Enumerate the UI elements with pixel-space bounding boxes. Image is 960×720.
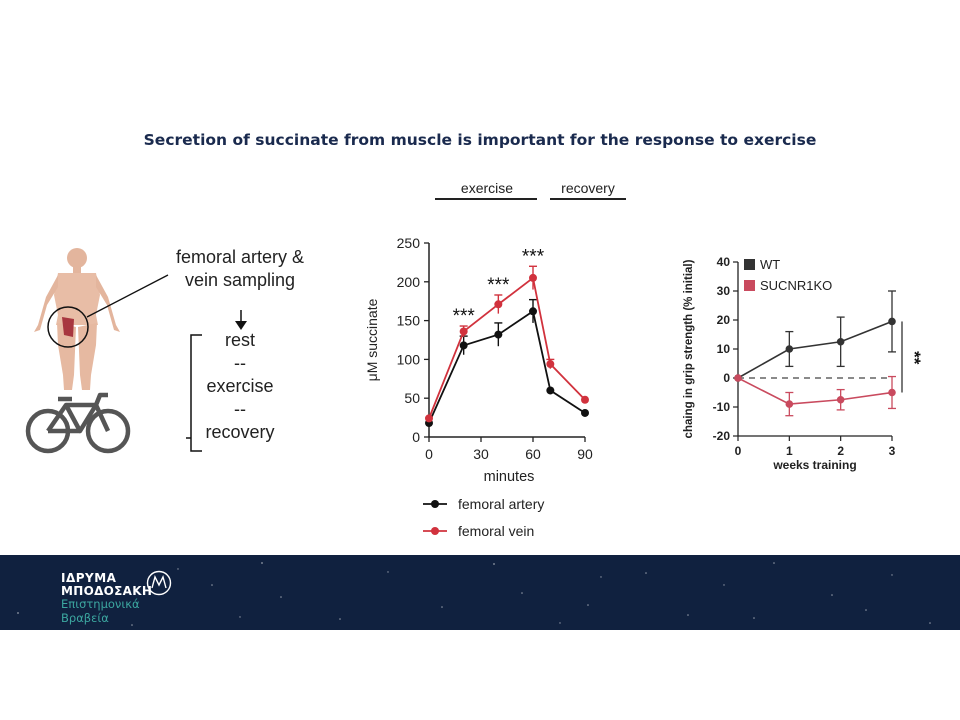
x-tick-label: 30 [473,446,489,462]
pointer-line [86,274,169,318]
data-point [529,273,537,282]
data-point [546,386,555,395]
legend-marker [431,500,439,508]
logo-line3: Επιστημονικά [61,597,140,611]
legend-marker [431,527,439,535]
sampling-label-line2: vein sampling [184,270,296,290]
logo-line2: ΜΠΟΔΟΣΑΚΗ [61,584,153,598]
y-tick-label: 20 [717,313,731,327]
x-tick-label: 2 [837,444,844,458]
logo-line4: Βραβεία [61,611,109,625]
y-tick-label: 40 [717,255,731,269]
significance-marker: *** [487,275,510,296]
data-point [529,307,537,316]
data-point [581,408,589,417]
data-point [785,345,794,353]
sampling-label: femoral artery & vein sampling [160,246,320,292]
x-tick-label: 60 [525,446,541,462]
phase-exercise-label: exercise [460,180,514,196]
y-tick-label: 30 [717,284,731,298]
data-point [459,327,468,336]
data-point [836,337,845,346]
y-axis-title: μM succinate [364,298,380,381]
y-tick-label: 200 [397,274,421,290]
data-point [425,414,433,423]
foundation-monogram-icon [146,570,172,596]
data-point [836,395,845,404]
protocol-graphics [186,310,247,452]
phase-exercise-bar [435,198,537,200]
x-axis-title: weeks training [772,458,856,472]
x-axis-title: minutes [484,469,535,485]
data-point [888,317,896,326]
y-tick-label: -10 [713,400,731,414]
significance-marker: ** [905,351,924,365]
phase-recovery-bar [550,198,626,200]
series-line-artery [428,309,586,424]
significance-marker: *** [522,246,545,267]
protocol-rest: rest [224,330,255,350]
down-arrow-icon [235,310,247,330]
footer-banner: ΙΔΡΥΜΑ ΜΠΟΔΟΣΑΚΗ Επιστημονικά Βραβεία [0,555,960,630]
y-tick-label: 0 [412,429,420,445]
legend-label: WT [760,257,780,272]
y-tick-label: -20 [713,429,731,443]
protocol-bracket [190,334,202,452]
data-point [494,330,503,339]
star-field [17,562,931,626]
y-tick-label: 50 [404,390,420,406]
protocol-dash-2: -- [234,399,246,419]
bicycle-icon [25,392,131,454]
data-point [785,400,794,408]
protocol-dash-1: -- [234,353,246,373]
data-point [546,360,555,369]
legend-label: femoral vein [458,523,534,539]
y-tick-label: 150 [397,313,421,329]
y-tick-label: 10 [717,342,731,356]
sampling-label-line1: femoral artery & [175,247,305,267]
series-line-vein [428,276,586,419]
y-axis-title: chaing in grip strength (% initial) [683,259,695,438]
protocol-exercise: exercise [206,376,274,396]
protocol-recovery: recovery [205,422,275,442]
protocol-list: rest -- exercise -- recovery [190,329,290,444]
y-tick-label: 0 [723,371,730,385]
legend-label: femoral artery [458,496,544,512]
succinate-chart: 0 50 100 150 200 250 0 30 60 90 minutes μM succinat… [364,235,593,539]
legend-label: SUCNR1KO [760,278,832,293]
x-tick-label: 3 [889,444,896,458]
x-tick-label: 1 [786,444,793,458]
schematic-graphics [25,248,169,454]
legend-swatch [744,259,755,270]
data-point [494,300,503,309]
grip-strength-chart: -20 -10 0 10 20 30 40 0 1 2 3 weeks training chaing … [683,255,924,472]
human-body-icon [34,248,120,390]
legend-swatch [744,280,755,291]
data-point [888,388,896,397]
x-tick-label: 0 [425,446,433,462]
data-point [459,341,468,350]
significance-marker: *** [453,306,476,327]
data-point [581,395,589,404]
data-point [734,374,742,382]
x-tick-label: 90 [577,446,593,462]
logo-line1: ΙΔΡΥΜΑ [61,571,117,585]
y-tick-label: 250 [397,235,421,251]
series-line-sucnr1ko [737,377,893,405]
phase-recovery-label: recovery [561,180,615,196]
slide-title: Secretion of succinate from muscle is im… [143,131,817,149]
y-tick-label: 100 [397,351,421,367]
series-line-wt [737,320,893,379]
x-tick-label: 0 [735,444,742,458]
